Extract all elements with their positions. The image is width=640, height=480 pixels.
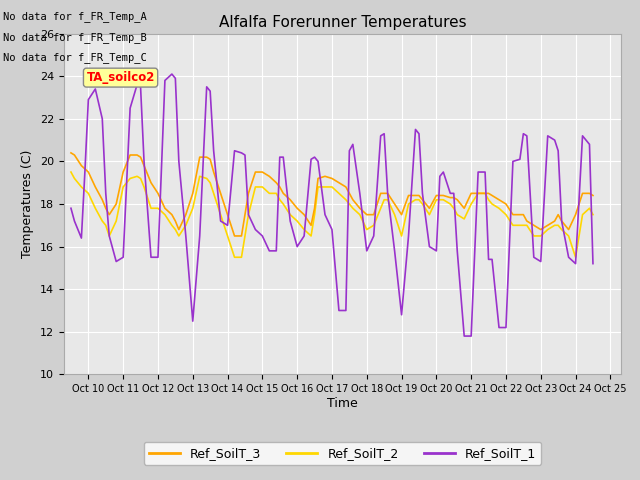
X-axis label: Time: Time xyxy=(327,397,358,410)
Text: TA_soilco2: TA_soilco2 xyxy=(86,71,155,84)
Text: No data for f_FR_Temp_B: No data for f_FR_Temp_B xyxy=(3,32,147,43)
Text: No data for f_FR_Temp_C: No data for f_FR_Temp_C xyxy=(3,52,147,63)
Title: Alfalfa Forerunner Temperatures: Alfalfa Forerunner Temperatures xyxy=(219,15,466,30)
Text: No data for f_FR_Temp_A: No data for f_FR_Temp_A xyxy=(3,11,147,22)
Y-axis label: Temperatures (C): Temperatures (C) xyxy=(22,150,35,258)
Legend: Ref_SoilT_3, Ref_SoilT_2, Ref_SoilT_1: Ref_SoilT_3, Ref_SoilT_2, Ref_SoilT_1 xyxy=(143,442,541,465)
